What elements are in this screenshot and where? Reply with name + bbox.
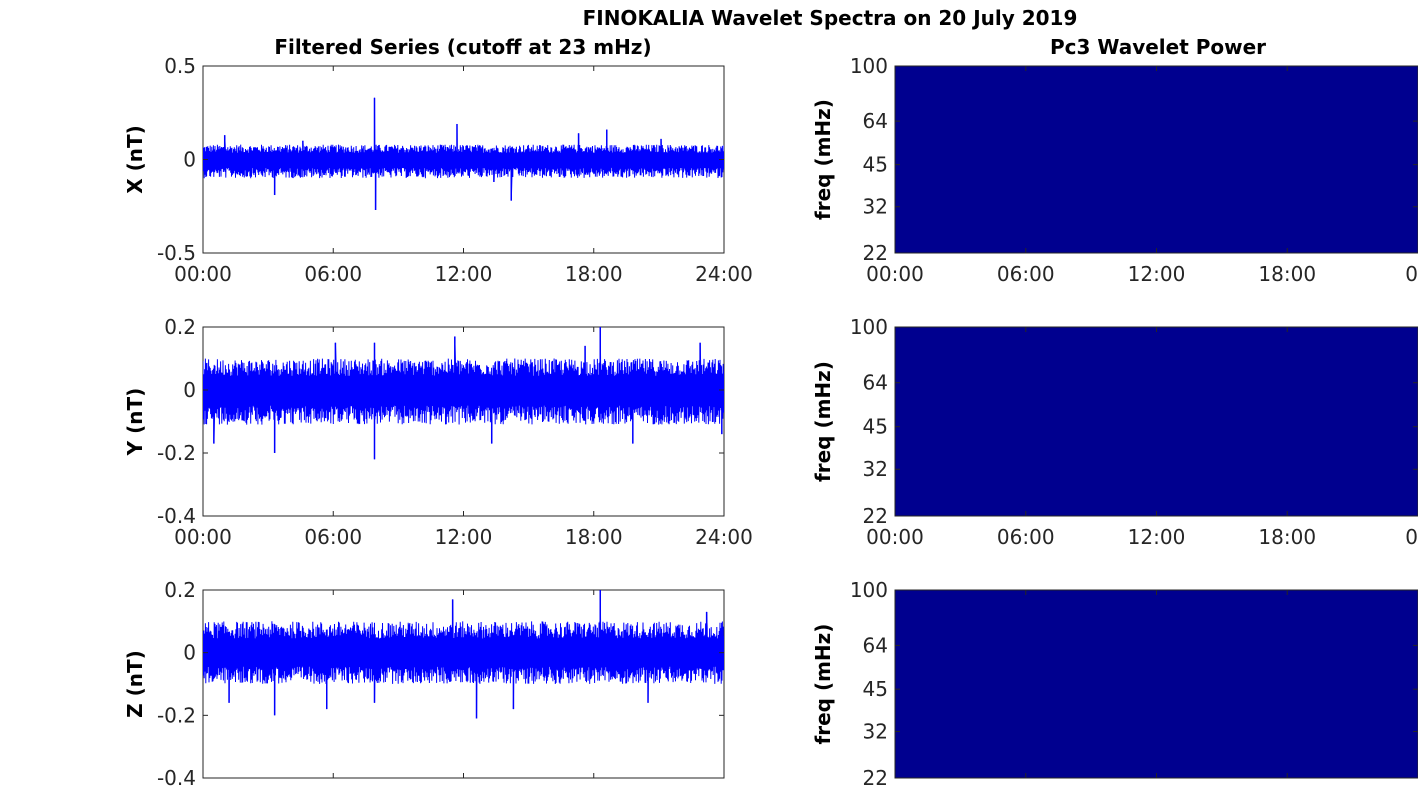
ytick-label: -0.4 [157,766,196,788]
y-axis-label: Z (nT) [123,650,147,718]
xtick-label: 00:00 [174,262,232,286]
xtick-label: 12:00 [1128,262,1186,286]
wavelet-power-image [895,66,1418,253]
subplot-2: 0.2 0 -0.2 -0.400:00 06:00 12:00 18:00 24:00 Y (… [123,315,753,549]
xtick-label: 00 [1405,525,1418,549]
figure-suptitle: FINOKALIA Wavelet Spectra on 20 July 201… [583,6,1078,30]
subplot-6: 100 64 45 32 22 freq (mHz) [811,578,1418,788]
xtick-label: 18:00 [1258,525,1316,549]
xtick-label: 06:00 [997,262,1055,286]
ytick-label: 45 [863,415,888,439]
xtick-label: 24:00 [695,525,753,549]
ytick-label: 100 [850,578,888,602]
xtick-label: 18:00 [1258,262,1316,286]
xtick-label: 12:00 [435,525,493,549]
y-axis-label: Y (nT) [123,388,147,457]
series-line-z [203,590,724,719]
ytick-label: 0 [183,641,196,665]
ytick-label: 64 [863,633,888,657]
ytick-label: 32 [863,719,888,743]
series-line-y [203,327,724,460]
ytick-label: 100 [850,315,888,339]
y-axis-label: freq (mHz) [811,361,835,482]
ytick-label: 100 [850,54,888,78]
wavelet-power-image [895,327,1418,516]
series-line-x [203,97,724,211]
ytick-label: 64 [863,109,888,133]
ytick-label: 22 [863,504,888,528]
wavelet-power-image [895,590,1418,778]
subplot-1: 0.5 0 -0.500:00 06:00 12:00 18:00 24:00 X (nT) [123,54,753,286]
ytick-label: 45 [863,153,888,177]
right-column-title: Pc3 Wavelet Power [1050,35,1266,59]
ytick-label: -0.5 [157,241,196,265]
xtick-label: 00 [1405,262,1418,286]
ytick-label: 32 [863,195,888,219]
xtick-label: 06:00 [304,525,362,549]
ytick-label: 45 [863,677,888,701]
y-axis-label: freq (mHz) [811,99,835,220]
ytick-label: 0.2 [164,578,196,602]
ytick-label: 0 [183,148,196,172]
xtick-label: 00:00 [866,525,924,549]
ytick-label: 22 [863,766,888,788]
xtick-label: 06:00 [304,262,362,286]
ytick-label: -0.2 [157,441,196,465]
subplot-3: 0.2 0 -0.2 -0.4 Z (nT) [123,578,725,788]
ytick-label: 22 [863,241,888,265]
xtick-label: 00:00 [174,525,232,549]
xtick-label: 06:00 [997,525,1055,549]
ytick-label: 0.2 [164,315,196,339]
ytick-label: -0.2 [157,703,196,727]
xtick-label: 12:00 [435,262,493,286]
y-axis-label: X (nT) [123,125,147,194]
xtick-label: 18:00 [565,525,623,549]
ytick-label: 0.5 [164,54,196,78]
ytick-label: 32 [863,457,888,481]
xtick-label: 24:00 [695,262,753,286]
left-column-title: Filtered Series (cutoff at 23 mHz) [274,35,651,59]
axes-box [202,326,725,517]
xtick-label: 00:00 [866,262,924,286]
axes-box [202,589,725,779]
ytick-label: 0 [183,378,196,402]
y-axis-label: freq (mHz) [811,624,835,745]
xtick-label: 12:00 [1128,525,1186,549]
subplot-grid: 0.50-0.500:00 06:00 12:00 18:00 24:00X (nT)0… [123,54,1418,788]
ytick-label: -0.4 [157,504,196,528]
xtick-label: 18:00 [565,262,623,286]
ytick-label: 64 [863,371,888,395]
